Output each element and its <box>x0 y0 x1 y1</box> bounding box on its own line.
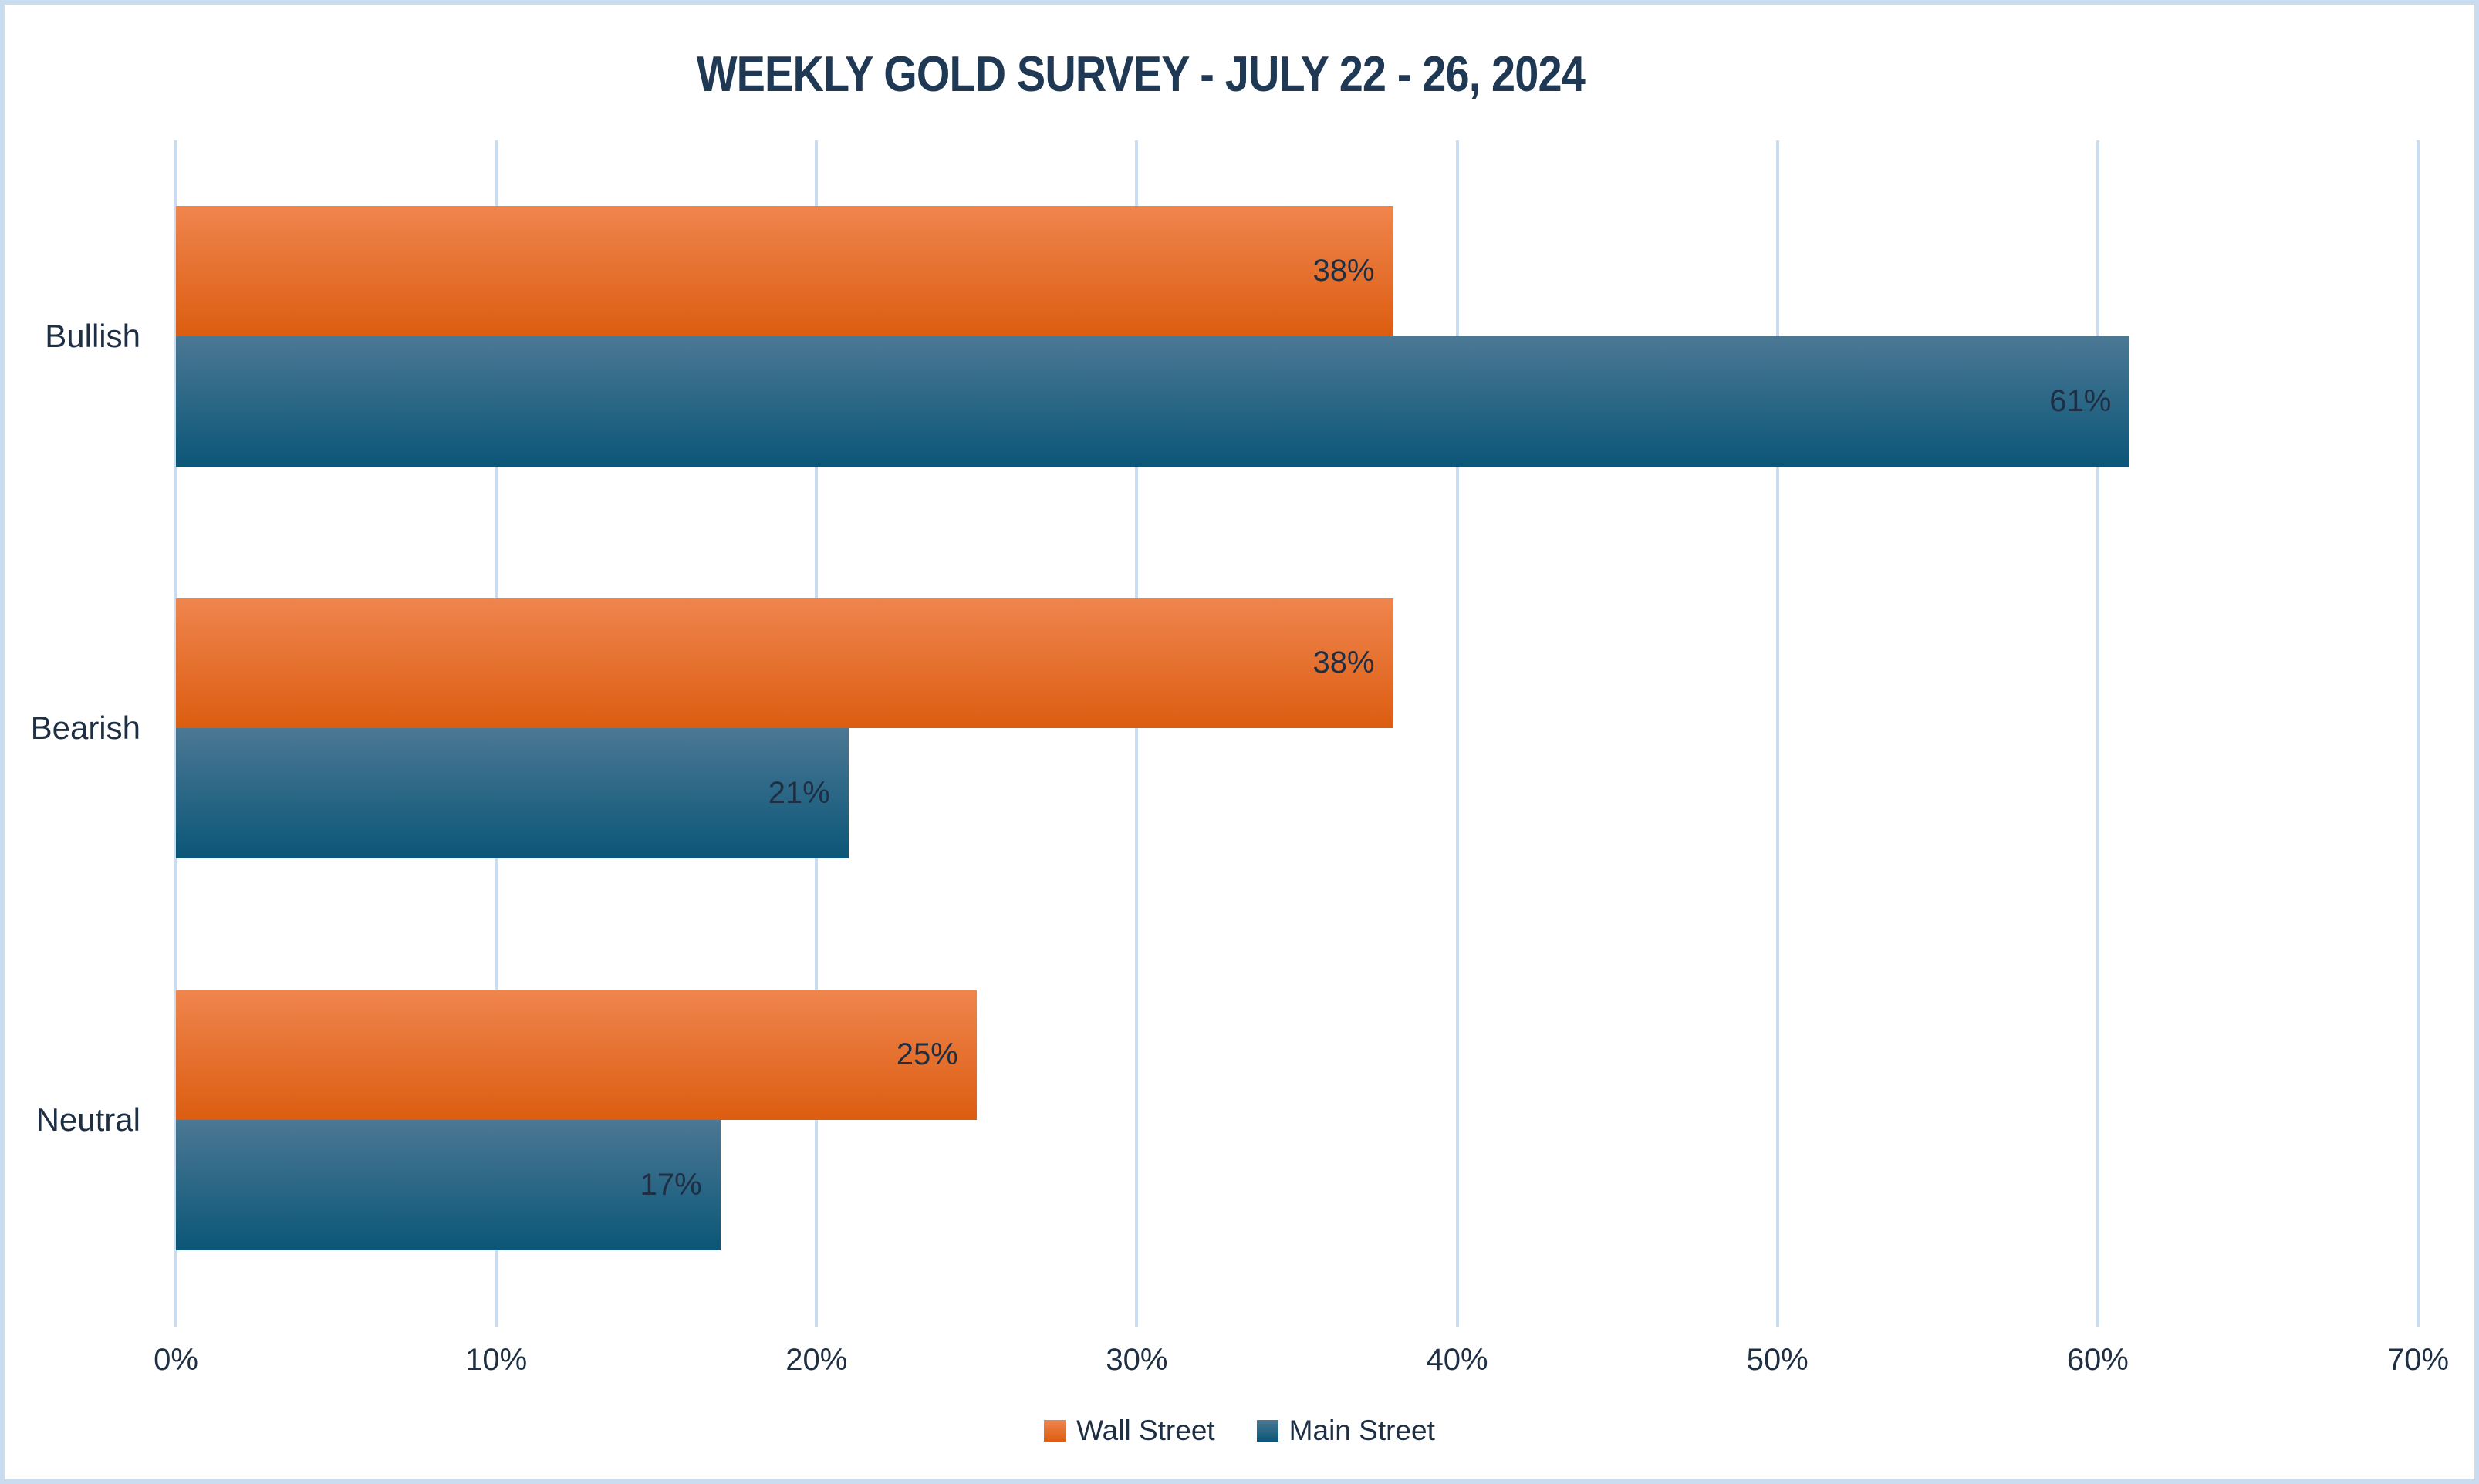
x-axis-tick-label: 20% <box>785 1343 848 1377</box>
legend-label-main-street: Main Street <box>1288 1415 1435 1446</box>
x-axis-tick-label: 40% <box>1426 1343 1488 1377</box>
x-axis-tick-label: 0% <box>154 1343 198 1377</box>
bar-value-label: 25% <box>896 1037 958 1071</box>
bar-value-label: 38% <box>1312 254 1375 288</box>
bar-value-label: 38% <box>1312 646 1375 680</box>
gridline-60% <box>2096 140 2099 1327</box>
bar-value-label: 21% <box>768 776 830 810</box>
bar-main-street-bearish: 21% <box>176 728 849 858</box>
bar-value-label: 17% <box>640 1168 702 1202</box>
bar-wall-street-neutral: 25% <box>176 990 977 1120</box>
x-axis-tick-label: 10% <box>465 1343 528 1377</box>
legend-swatch-main-street <box>1256 1420 1278 1442</box>
gridline-50% <box>1775 140 1779 1327</box>
chart-title-text: WEEKLY GOLD SURVEY - JULY 22 - 26, 2024 <box>696 46 1586 102</box>
bar-main-street-neutral: 17% <box>176 1120 721 1250</box>
category-label-bearish: Bearish <box>30 710 140 746</box>
legend: Wall Street Main Street <box>5 1415 2474 1447</box>
gridline-40% <box>1455 140 1459 1327</box>
gridline-70% <box>2417 140 2420 1327</box>
x-axis-tick-label: 70% <box>2386 1343 2450 1377</box>
legend-swatch-wall-street <box>1044 1420 1066 1442</box>
category-label-neutral: Neutral <box>35 1101 140 1138</box>
x-axis-tick-label: 30% <box>1106 1343 1168 1377</box>
legend-item-wall-street: Wall Street <box>1044 1415 1215 1447</box>
bar-value-label: 61% <box>2049 384 2112 418</box>
legend-item-main-street: Main Street <box>1256 1415 1435 1447</box>
legend-label-wall-street: Wall Street <box>1076 1415 1215 1446</box>
chart-title: WEEKLY GOLD SURVEY - JULY 22 - 26, 2024 <box>5 45 2376 103</box>
bar-main-street-bullish: 61% <box>176 336 2130 467</box>
bar-wall-street-bearish: 38% <box>176 598 1393 728</box>
x-axis-tick-label: 60% <box>2066 1343 2129 1377</box>
bar-wall-street-bullish: 38% <box>176 206 1393 336</box>
category-label-bullish: Bullish <box>45 318 140 354</box>
x-axis-tick-label: 50% <box>1746 1343 1809 1377</box>
gridline-30% <box>1135 140 1139 1327</box>
